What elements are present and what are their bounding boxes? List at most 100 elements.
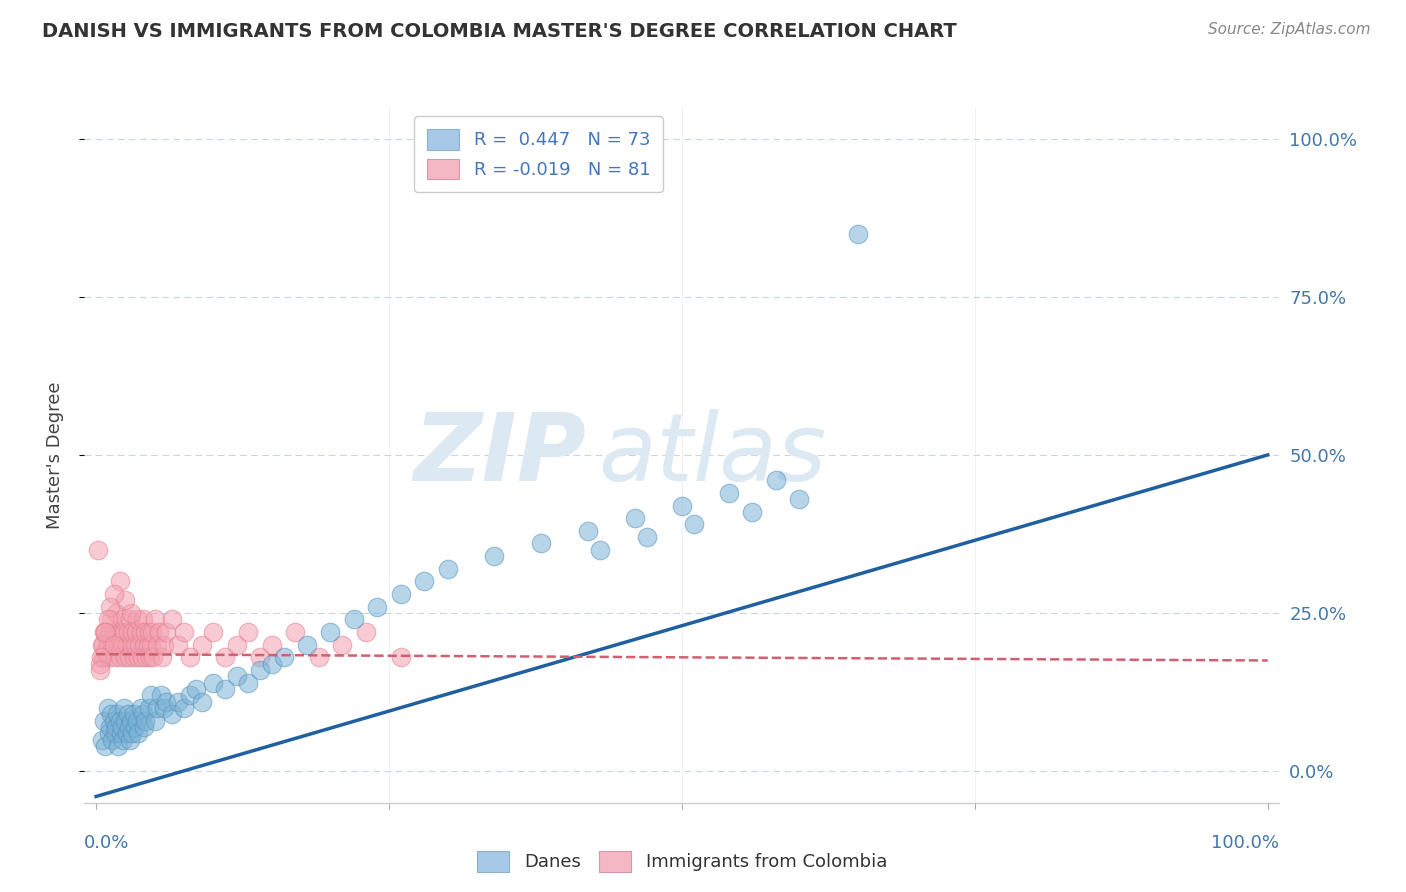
Text: 0.0%: 0.0% [84,834,129,852]
Point [98,720,121,734]
Point [143,714,166,728]
Point [101,732,124,747]
Point [114,650,136,665]
Point [141,625,163,640]
Point [319,625,342,640]
Point [127,612,149,626]
Point [112,732,135,747]
Point [343,612,366,626]
Point [167,638,190,652]
Point [87,542,110,557]
Point [108,574,131,589]
Text: ZIP: ZIP [413,409,586,501]
Point [146,701,169,715]
Point [308,650,330,665]
Point [103,638,125,652]
Point [135,650,157,665]
Point [143,612,166,626]
Point [225,669,247,683]
Point [122,707,145,722]
Point [413,574,436,589]
Point [273,650,295,665]
Point [98,650,121,665]
Point [142,650,165,665]
Point [128,638,150,652]
Point [105,606,128,620]
Point [103,625,125,640]
Point [131,650,153,665]
Point [132,638,156,652]
Point [103,587,125,601]
Point [104,726,127,740]
Point [138,701,160,715]
Point [260,638,283,652]
Point [153,638,176,652]
Point [153,701,176,715]
Point [184,681,207,696]
Point [148,625,170,640]
Point [120,638,142,652]
Point [132,707,155,722]
Point [134,714,156,728]
Point [134,625,156,640]
Point [141,638,163,652]
Point [214,681,236,696]
Point [121,625,143,640]
Point [127,714,149,728]
Point [115,726,138,740]
Point [98,726,121,740]
Point [89,657,111,671]
Point [765,473,787,487]
Point [120,606,142,620]
Point [173,701,195,715]
Point [389,587,412,601]
Point [118,720,141,734]
Point [111,612,134,626]
Point [121,726,143,740]
Point [127,726,149,740]
Point [624,511,647,525]
Text: DANISH VS IMMIGRANTS FROM COLOMBIA MASTER'S DEGREE CORRELATION CHART: DANISH VS IMMIGRANTS FROM COLOMBIA MASTE… [42,22,957,41]
Point [146,638,169,652]
Point [94,739,117,753]
Point [115,638,138,652]
Point [260,657,283,671]
Y-axis label: Master's Degree: Master's Degree [45,381,63,529]
Point [100,612,122,626]
Point [671,499,693,513]
Point [111,720,134,734]
Point [98,599,121,614]
Point [179,688,201,702]
Point [98,625,121,640]
Point [138,625,160,640]
Point [576,524,599,538]
Point [117,625,139,640]
Point [295,638,318,652]
Point [162,612,183,626]
Legend: Danes, Immigrants from Colombia: Danes, Immigrants from Colombia [464,838,900,884]
Point [162,707,183,722]
Point [100,707,122,722]
Point [149,688,172,702]
Point [249,663,271,677]
Point [97,701,120,715]
Point [91,650,114,665]
Point [112,701,135,715]
Point [93,714,115,728]
Text: 100.0%: 100.0% [1212,834,1279,852]
Point [90,638,114,652]
Point [120,732,141,747]
Point [124,720,146,734]
Point [741,505,763,519]
Point [107,739,129,753]
Point [436,562,458,576]
Point [136,638,159,652]
Point [94,625,117,640]
Point [122,650,145,665]
Point [636,530,658,544]
Point [238,625,260,640]
Point [284,625,307,640]
Point [117,707,139,722]
Point [787,492,810,507]
Point [682,517,704,532]
